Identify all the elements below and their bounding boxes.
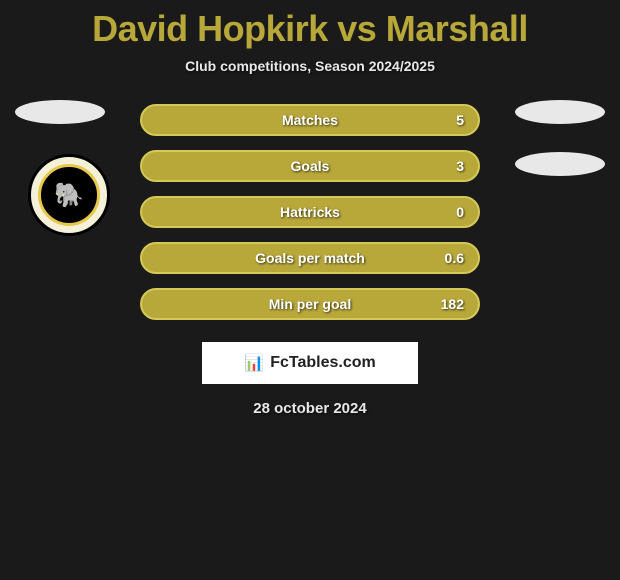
stat-label: Hattricks <box>280 204 340 220</box>
elephant-icon: 🐘 <box>54 181 84 210</box>
stat-value: 0.6 <box>445 250 464 266</box>
stat-bar-matches: Matches 5 <box>140 104 480 136</box>
stat-label: Goals per match <box>255 250 365 266</box>
stat-label: Min per goal <box>269 296 351 312</box>
stat-bar-hattricks: Hattricks 0 <box>140 196 480 228</box>
stat-label: Matches <box>282 112 338 128</box>
stats-content: 🐘 Matches 5 Goals 3 Hattricks 0 Goals pe… <box>0 104 620 417</box>
stat-value: 0 <box>456 204 464 220</box>
stat-bar-goals-per-match: Goals per match 0.6 <box>140 242 480 274</box>
player1-placeholder-oval <box>15 100 105 124</box>
stat-bars: Matches 5 Goals 3 Hattricks 0 Goals per … <box>140 104 480 320</box>
subtitle: Club competitions, Season 2024/2025 <box>0 58 620 74</box>
club-badge: 🐘 <box>28 154 110 236</box>
player1-name: David Hopkirk <box>92 8 328 49</box>
stat-value: 182 <box>441 296 464 312</box>
watermark[interactable]: 📊 FcTables.com <box>202 342 418 384</box>
stat-value: 5 <box>456 112 464 128</box>
comparison-title: David Hopkirk vs Marshall <box>0 0 620 50</box>
watermark-text: FcTables.com <box>270 354 376 372</box>
stat-label: Goals <box>291 158 330 174</box>
club-badge-inner: 🐘 <box>38 164 100 226</box>
stat-value: 3 <box>456 158 464 174</box>
vs-separator: vs <box>337 8 376 49</box>
date-label: 28 october 2024 <box>0 400 620 417</box>
stat-bar-min-per-goal: Min per goal 182 <box>140 288 480 320</box>
player2-name: Marshall <box>386 8 528 49</box>
chart-icon: 📊 <box>244 353 264 373</box>
player2-placeholder-oval-2 <box>515 152 605 176</box>
stat-bar-goals: Goals 3 <box>140 150 480 182</box>
player2-placeholder-oval-1 <box>515 100 605 124</box>
